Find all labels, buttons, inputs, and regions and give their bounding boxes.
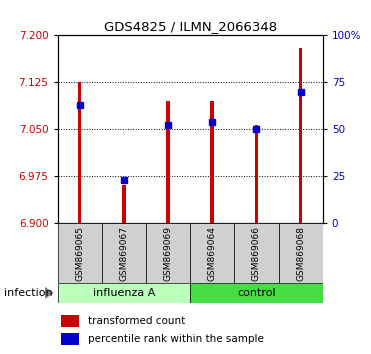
Text: GSM869069: GSM869069 (164, 225, 173, 281)
Bar (60, 333, 79, 345)
Polygon shape (45, 287, 54, 299)
Bar (234, 223, 279, 283)
Bar (60, 315, 79, 327)
Bar (122, 185, 126, 223)
Text: percentile rank within the sample: percentile rank within the sample (88, 334, 264, 344)
Bar (58, 223, 102, 283)
Bar (190, 283, 323, 303)
Bar (58, 283, 190, 303)
Bar (166, 101, 170, 223)
Text: GSM869067: GSM869067 (119, 225, 128, 281)
Text: GSM869065: GSM869065 (75, 225, 84, 281)
Bar (279, 223, 323, 283)
Bar (102, 223, 146, 283)
Text: control: control (237, 288, 276, 298)
Bar (255, 125, 258, 223)
Text: influenza A: influenza A (93, 288, 155, 298)
Bar (299, 48, 302, 223)
Text: GSM869068: GSM869068 (296, 225, 305, 281)
Bar (210, 101, 214, 223)
Text: infection: infection (4, 288, 52, 298)
Text: transformed count: transformed count (88, 316, 185, 326)
Text: GSM869064: GSM869064 (208, 225, 217, 281)
Title: GDS4825 / ILMN_2066348: GDS4825 / ILMN_2066348 (104, 20, 277, 33)
Text: GSM869066: GSM869066 (252, 225, 261, 281)
Bar (146, 223, 190, 283)
Bar (190, 223, 234, 283)
Bar (78, 82, 81, 223)
